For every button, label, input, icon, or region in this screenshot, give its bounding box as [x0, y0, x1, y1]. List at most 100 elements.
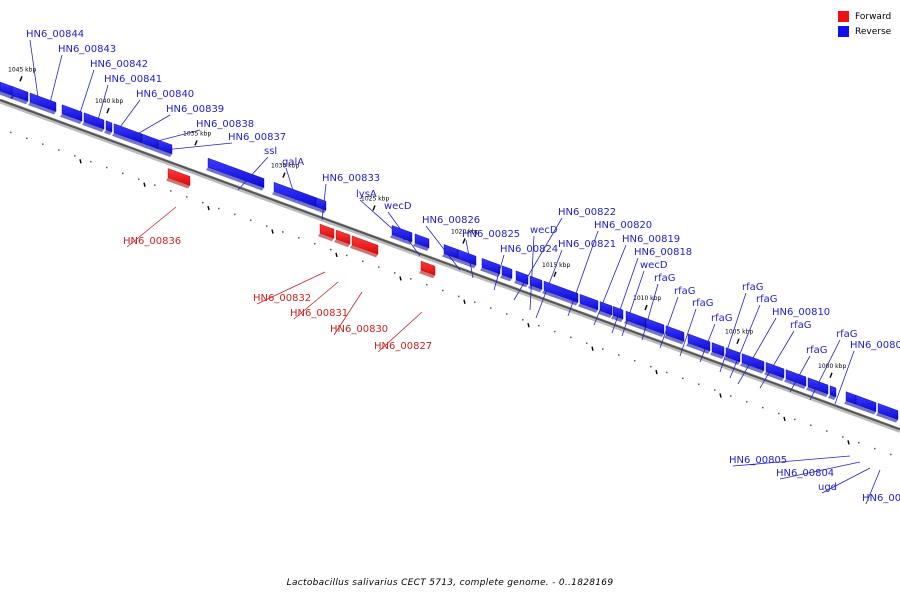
label-rfag[interactable]: rfaG	[692, 298, 714, 309]
label-rfag[interactable]: rfaG	[654, 273, 676, 284]
gene-block-reverse-shadow	[844, 400, 856, 408]
label-hn6-00827[interactable]: HN6_00827	[374, 341, 432, 352]
label-hn6-00822[interactable]: HN6_00822	[558, 207, 616, 218]
label-hn6-00833[interactable]: HN6_00833	[322, 173, 380, 184]
gene-block-reverse-shadow	[686, 342, 710, 354]
label-hn6-00843[interactable]: HN6_00843	[58, 44, 116, 55]
label-hn6-00805[interactable]: HN6_00805	[729, 455, 787, 466]
scale-dot	[106, 166, 108, 169]
scale-tick	[282, 172, 286, 178]
label-hn6-00838[interactable]: HN6_00838	[196, 119, 254, 130]
label-wecd[interactable]: wecD	[384, 201, 412, 212]
scale-tick	[829, 372, 833, 379]
legend-reverse: Reverse	[838, 24, 891, 39]
label-hn6-00831-leader	[293, 281, 339, 320]
label-hn6-00810[interactable]: HN6_00810	[772, 307, 830, 318]
scale-dot	[186, 196, 188, 198]
label-hn6-00805-leader	[732, 455, 851, 467]
scale-dot	[26, 137, 28, 140]
reverse-swatch	[838, 26, 849, 37]
label-ssl-leader	[237, 156, 269, 191]
label-hn6-00840[interactable]: HN6_00840	[136, 89, 194, 100]
scale-dot	[122, 172, 124, 175]
label-rfag[interactable]: rfaG	[711, 313, 733, 324]
label-hn6-00802[interactable]: HN6_00802	[862, 493, 900, 504]
label-rfag[interactable]: rfaG	[806, 345, 828, 356]
scale-dot	[410, 278, 412, 280]
label-hn6-00839[interactable]: HN6_00839	[166, 104, 224, 115]
scale-dot	[74, 155, 76, 157]
label-ssl[interactable]: ssl	[264, 146, 277, 157]
gene-block-reverse-shadow	[710, 351, 724, 359]
label-rfag[interactable]: rfaG	[836, 329, 858, 340]
label-hn6-00832[interactable]: HN6_00832	[253, 293, 311, 304]
scale-tick	[462, 238, 466, 244]
label-rfag-leader	[679, 308, 697, 357]
label-hn6-00836[interactable]: HN6_00836	[123, 236, 181, 247]
scale-dot	[666, 371, 668, 374]
label-hn6-00844[interactable]: HN6_00844	[26, 29, 84, 40]
scale-dot	[298, 237, 300, 239]
label-hn6-00830[interactable]: HN6_00830	[330, 324, 388, 335]
label-wecd-leader	[621, 270, 645, 337]
scale-label: 1040 kbp	[95, 98, 123, 105]
scale-dot	[170, 190, 172, 192]
label-wecd[interactable]: wecD	[530, 225, 558, 236]
scale-tick-minor	[847, 440, 850, 445]
forward-swatch	[838, 11, 849, 22]
gene-block-reverse-shadow	[740, 362, 764, 374]
genome-caption: Lactobacillus salivarius CECT 5713, comp…	[286, 578, 614, 588]
label-hn6-00837[interactable]: HN6_00837	[228, 132, 286, 143]
gene-block-reverse-shadow	[624, 320, 646, 331]
label-hn6-00824[interactable]: HN6_00824	[500, 244, 558, 255]
gene-block-reverse-shadow	[514, 279, 528, 288]
scale-dot	[42, 143, 44, 145]
gene-block-reverse-shadow	[806, 386, 828, 398]
scale-dot	[890, 453, 892, 456]
label-rfag-leader	[789, 355, 811, 393]
label-hn6-00804[interactable]: HN6_00804	[776, 468, 834, 479]
label-hn6-00818[interactable]: HN6_00818	[634, 247, 692, 258]
label-hn6-00819[interactable]: HN6_00819	[622, 234, 680, 245]
legend-forward-label: Forward	[855, 11, 892, 22]
gene-block-reverse-shadow	[828, 394, 836, 400]
scale-dot	[10, 131, 12, 134]
label-hn6-00826[interactable]: HN6_00826	[422, 215, 480, 226]
label-hn6-00825[interactable]: HN6_00825	[462, 229, 520, 240]
scale-dot	[154, 184, 156, 186]
label-hn6-00831[interactable]: HN6_00831	[290, 308, 348, 319]
label-hn6-00821[interactable]: HN6_00821	[558, 239, 616, 250]
scale-tick-minor	[527, 323, 530, 328]
scale-dot	[554, 330, 556, 333]
label-lysa[interactable]: lysA	[356, 189, 377, 200]
label-hn6-00839-leader	[133, 114, 171, 137]
label-rfag[interactable]: rfaG	[756, 294, 778, 305]
scale-dot	[234, 213, 236, 216]
label-wecd[interactable]: wecD	[640, 260, 668, 271]
label-rfag[interactable]: rfaG	[674, 286, 696, 297]
gene-block-reverse-shadow	[644, 327, 664, 338]
scale-dot	[618, 354, 620, 356]
gene-block-reverse-shadow	[480, 267, 500, 277]
label-hn6-00840-leader	[117, 99, 141, 131]
label-hn6-00842[interactable]: HN6_00842	[90, 59, 148, 70]
scale-label: 1000 kbp	[818, 363, 846, 370]
scale-dots	[10, 131, 892, 456]
scale-dot	[842, 436, 844, 438]
label-hn6-00822-leader	[513, 217, 563, 301]
scale-dot	[90, 160, 92, 163]
scale-dot	[218, 207, 220, 210]
label-hn6-00818-leader	[611, 257, 639, 334]
gene-block-forward-shadow	[419, 270, 435, 279]
scale-dot	[570, 336, 572, 339]
scale-dot	[810, 424, 812, 426]
label-gala[interactable]: galA	[282, 157, 304, 168]
scale-dot	[522, 319, 524, 321]
label-hn6-00841[interactable]: HN6_00841	[104, 74, 162, 85]
label-hn6-00830-leader	[333, 291, 363, 336]
label-hn6-00820[interactable]: HN6_00820	[594, 220, 652, 231]
label-rfag[interactable]: rfaG	[742, 282, 764, 293]
label-rfag[interactable]: rfaG	[790, 320, 812, 331]
label-hn6-00806[interactable]: HN6_00806	[850, 340, 900, 351]
label-ugd[interactable]: ugd	[818, 482, 837, 493]
